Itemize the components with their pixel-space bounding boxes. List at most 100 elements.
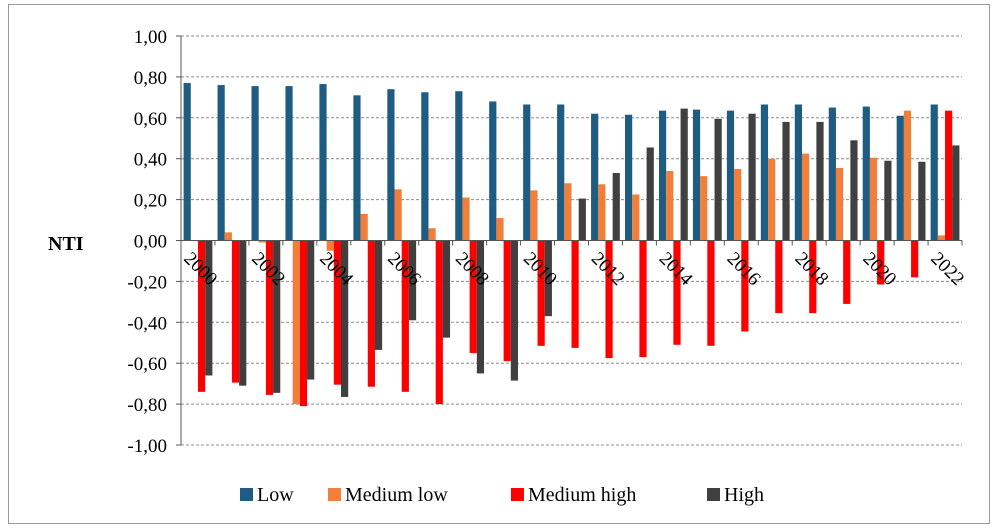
chart-frame xyxy=(8,4,990,524)
bar-high-2020 xyxy=(884,160,892,241)
bar-low-2019 xyxy=(828,107,836,241)
bar-high-2013 xyxy=(646,147,654,241)
x-tick-label: 2014 xyxy=(655,248,697,290)
bar-medium-low-2015 xyxy=(700,176,708,241)
bar-low-2009 xyxy=(489,101,497,241)
bar-medium-low-2009 xyxy=(496,218,504,241)
legend: Low Medium low Medium high High xyxy=(240,484,764,506)
y-tick-label: 1,00 xyxy=(134,27,167,48)
bar-high-2018 xyxy=(816,121,824,241)
bar-medium-high-2007 xyxy=(435,240,443,405)
y-tick-label: 0,00 xyxy=(134,232,167,253)
bar-medium-low-2008 xyxy=(462,197,470,241)
bar-high-2007 xyxy=(442,240,451,338)
gridlines xyxy=(181,35,962,446)
bars xyxy=(183,83,960,407)
bar-low-2004 xyxy=(319,84,327,241)
bar-low-2008 xyxy=(455,91,463,241)
bar-low-2020 xyxy=(862,106,870,241)
bar-medium-high-2008 xyxy=(469,240,477,353)
legend-swatch-medium-low xyxy=(328,488,341,501)
bar-medium-high-2011 xyxy=(571,240,579,348)
x-tick-label: 2016 xyxy=(723,248,765,290)
bar-high-2001 xyxy=(239,240,247,386)
legend-swatch-high xyxy=(707,488,720,501)
legend-swatch-medium-high xyxy=(511,488,524,501)
bar-medium-low-2018 xyxy=(801,153,810,241)
bar-medium-low-2017 xyxy=(768,158,776,241)
bar-medium-low-2013 xyxy=(632,194,640,241)
bar-high-2019 xyxy=(850,140,858,241)
y-tick-label: -0,20 xyxy=(127,272,167,293)
y-tick-label: 0,20 xyxy=(134,191,167,212)
bar-medium-high-2022 xyxy=(945,110,953,241)
bar-high-2012 xyxy=(612,173,620,241)
bar-medium-high-2020 xyxy=(877,240,885,285)
bar-medium-high-2015 xyxy=(707,240,715,346)
bar-medium-low-2016 xyxy=(734,168,742,241)
bar-medium-low-2022 xyxy=(937,235,946,241)
y-axis-label: NTI xyxy=(48,233,84,255)
bar-medium-high-2000 xyxy=(197,240,206,392)
bar-high-2016 xyxy=(748,113,756,241)
legend-label-low: Low xyxy=(257,484,294,506)
y-tick-label: -0,40 xyxy=(127,313,167,334)
x-tick-label: 2018 xyxy=(791,248,833,290)
bar-high-2009 xyxy=(510,240,518,381)
bar-high-2022 xyxy=(952,145,960,241)
bar-medium-high-2019 xyxy=(843,240,851,304)
bar-low-2001 xyxy=(217,85,225,241)
bar-medium-high-2003 xyxy=(299,240,308,407)
y-tick-label: -0,60 xyxy=(127,354,167,375)
y-tick-label: 0,40 xyxy=(134,150,167,171)
bar-medium-low-2010 xyxy=(530,190,538,241)
legend-label-medium-low: Medium low xyxy=(345,484,448,506)
bar-medium-low-2021 xyxy=(903,110,912,241)
bar-medium-high-2016 xyxy=(741,240,749,332)
y-tick-label: 0,60 xyxy=(134,109,167,130)
bar-medium-high-2018 xyxy=(809,240,817,314)
bar-medium-low-2020 xyxy=(869,157,878,241)
bar-medium-low-2014 xyxy=(666,170,674,241)
bar-medium-low-2005 xyxy=(360,213,368,241)
legend-label-high: High xyxy=(724,484,764,506)
bar-medium-high-2006 xyxy=(401,240,409,392)
bar-medium-high-2009 xyxy=(503,240,511,362)
bar-low-2016 xyxy=(726,110,735,241)
y-tick-label: -1,00 xyxy=(127,436,167,457)
x-tick-label: 2004 xyxy=(315,248,357,290)
bar-medium-high-2002 xyxy=(265,240,274,395)
bar-medium-low-2001 xyxy=(224,232,232,241)
bar-medium-high-2012 xyxy=(605,240,613,359)
y-axis-ticks: 1,00 0,80 0,60 0,40 0,20 0,00 -0,20 -0,40 -0,60 -… xyxy=(127,27,181,457)
x-tick-label: 2002 xyxy=(247,248,289,290)
bar-high-2006 xyxy=(408,240,417,321)
bar-low-2002 xyxy=(251,86,259,241)
bar-medium-low-2002 xyxy=(258,240,266,243)
bar-low-2017 xyxy=(760,104,769,241)
bar-low-2003 xyxy=(285,86,293,241)
bar-low-2014 xyxy=(658,110,667,241)
bar-high-2011 xyxy=(578,198,586,241)
bar-medium-low-2006 xyxy=(394,189,402,241)
x-tick-label: 2010 xyxy=(519,248,561,290)
bar-high-2008 xyxy=(476,240,485,374)
bar-medium-low-2007 xyxy=(428,228,436,241)
bar-medium-low-2019 xyxy=(835,167,844,241)
bar-low-2012 xyxy=(591,113,599,241)
bar-low-2005 xyxy=(353,95,361,241)
bar-low-2022 xyxy=(930,104,938,241)
y-tick-label: -0,80 xyxy=(127,395,167,416)
bar-low-2021 xyxy=(896,115,904,241)
bar-medium-high-2021 xyxy=(911,240,919,278)
bar-medium-low-2012 xyxy=(598,184,606,241)
bar-low-2018 xyxy=(794,104,802,241)
x-tick-label: 2022 xyxy=(927,248,969,290)
bar-medium-high-2001 xyxy=(231,240,240,383)
bar-medium-high-2017 xyxy=(775,240,783,314)
bar-low-2013 xyxy=(625,114,633,241)
bar-medium-high-2013 xyxy=(639,240,647,358)
bar-medium-low-2003 xyxy=(292,240,300,405)
bar-medium-high-2014 xyxy=(673,240,681,345)
bar-high-2005 xyxy=(374,240,383,350)
